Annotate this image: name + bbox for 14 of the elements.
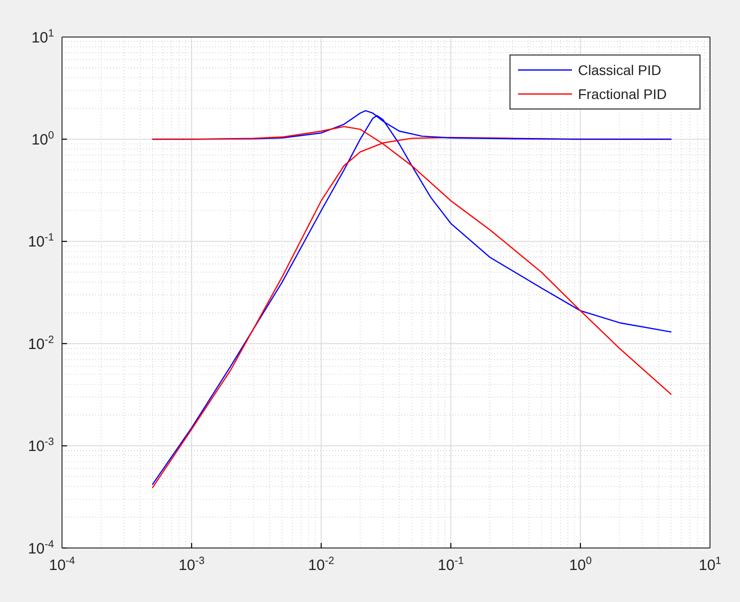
y-tick-label: 10$^{-2}$ (28, 334, 54, 353)
x-tick-label: 10$^{-2}$ (308, 555, 334, 574)
x-tick-label: 10$^{-3}$ (178, 555, 205, 574)
legend-label: Classical PID (578, 62, 662, 78)
x-tick-label: 10$^{-4}$ (48, 555, 76, 574)
y-tick-label: 10$^{-4}$ (28, 538, 54, 558)
y-tick-label: 10$^{1}$ (31, 27, 54, 46)
y-tick-label: 10$^{-3}$ (28, 436, 54, 456)
x-tick-label: 10$^{1}$ (698, 555, 722, 574)
x-tick-label: 10$^{0}$ (569, 555, 592, 574)
y-tick-label: 10$^{-1}$ (28, 232, 54, 251)
y-tick-label: 10$^{0}$ (31, 129, 54, 148)
x-tick-label: 10$^{-1}$ (438, 555, 464, 574)
legend-label: Fractional PID (578, 86, 667, 102)
